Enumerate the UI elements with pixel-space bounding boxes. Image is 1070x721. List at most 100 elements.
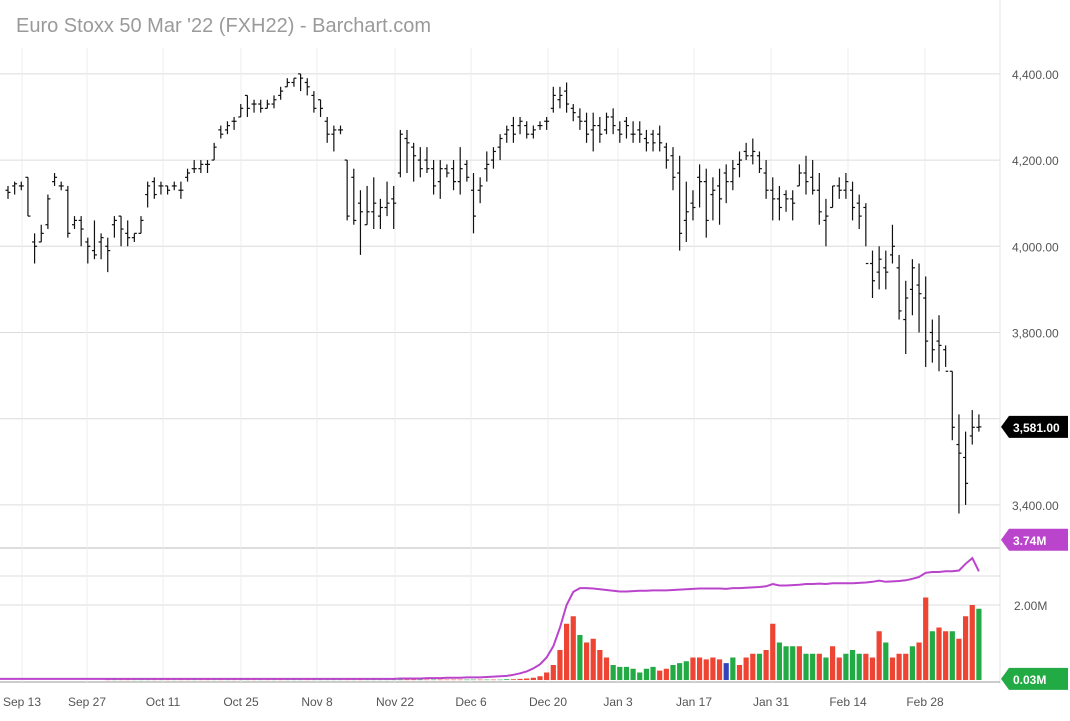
ohlc-bar <box>517 116 523 135</box>
ohlc-bar <box>291 77 297 87</box>
ohlc-bar <box>703 168 709 238</box>
ohlc-bar <box>577 108 583 130</box>
ohlc-bar <box>823 198 829 247</box>
price-tick-label: 3,400.00 <box>1012 499 1059 513</box>
x-tick-label: Jan 17 <box>676 695 712 709</box>
volume-bar <box>444 679 450 681</box>
ohlc-bar <box>318 99 324 117</box>
x-tick-label: Oct 25 <box>223 695 259 709</box>
volume-bar <box>823 657 829 680</box>
ohlc-bar <box>677 155 683 251</box>
ohlc-bar <box>471 173 476 234</box>
ohlc-bar <box>278 86 284 100</box>
ohlc-bar <box>923 276 929 367</box>
ohlc-bar <box>537 121 543 130</box>
volume-bar <box>943 631 949 680</box>
ohlc-bar <box>111 216 117 238</box>
x-tick-label: Feb 14 <box>829 695 867 709</box>
ohlc-bar <box>783 190 789 212</box>
ohlc-bar <box>756 151 762 173</box>
ohlc-bar <box>710 177 716 221</box>
ohlc-bar <box>810 160 816 195</box>
volume-bar <box>856 653 862 680</box>
grid-lines <box>0 0 1001 684</box>
ohlc-bar <box>404 129 410 173</box>
ohlc-bar <box>451 160 457 191</box>
ohlc-bar <box>663 142 669 169</box>
ohlc-bar <box>510 116 516 143</box>
ohlc-bar <box>391 185 397 230</box>
ohlc-bar <box>657 125 663 152</box>
ohlc-bar <box>331 125 337 152</box>
x-tick-label: Feb 28 <box>906 695 944 709</box>
ohlc-bar <box>683 181 689 242</box>
ohlc-bar <box>357 190 363 255</box>
volume-bar <box>610 665 616 680</box>
ohlc-bar <box>830 185 836 209</box>
volume-bar <box>703 659 709 680</box>
ohlc-bar <box>145 181 151 208</box>
volume-bar <box>603 657 610 680</box>
volume-bar <box>963 616 969 680</box>
ohlc-bar <box>304 78 310 96</box>
volume-bar <box>411 679 417 681</box>
ohlc-bar <box>45 194 51 230</box>
volume-bar <box>770 623 776 680</box>
ohlc-bar <box>311 91 317 113</box>
ohlc-bar <box>743 142 749 161</box>
ohlc-bar <box>464 160 470 182</box>
volume-bar <box>544 672 550 680</box>
ohlc-bar <box>244 94 250 117</box>
ohlc-bar <box>776 185 782 221</box>
volume-bar <box>916 642 922 680</box>
x-tick-label: Dec 6 <box>455 695 487 709</box>
ohlc-bar <box>617 121 623 143</box>
ohlc-bar <box>198 160 204 173</box>
volume-bar <box>437 679 443 681</box>
volume-bar <box>849 650 856 680</box>
volume-bar <box>863 653 869 680</box>
volume-bar <box>550 665 556 680</box>
ohlc-bar <box>364 185 370 226</box>
ohlc-bar <box>417 147 423 178</box>
ohlc-bar <box>816 173 822 225</box>
ohlc-bar <box>211 142 217 161</box>
ohlc-bar <box>630 121 636 143</box>
volume-bar <box>976 608 982 680</box>
price-bars <box>5 73 982 514</box>
ohlc-bar <box>91 220 97 260</box>
ohlc-bar <box>165 185 171 195</box>
volume-bar <box>643 668 649 680</box>
volume-bar <box>929 631 935 680</box>
price-tick-label: 4,400.00 <box>1012 68 1059 82</box>
ohlc-bar <box>969 410 975 445</box>
volume-bar <box>397 679 403 681</box>
volume-bar <box>450 679 457 681</box>
axis-labels: 3,400.00 3,800.00 4,000.00 4,200.00 4,400.00… <box>3 68 1059 709</box>
ohlc-bar <box>876 246 882 290</box>
ohlc-bar <box>936 315 942 372</box>
ohlc-bar <box>976 414 982 432</box>
ohlc-bar <box>490 147 496 169</box>
volume-bar <box>570 616 576 680</box>
ohlc-bar <box>377 198 383 230</box>
ohlc-bar <box>444 164 450 178</box>
volume-bar <box>510 679 516 680</box>
last-volume-badge: 0.03M <box>1001 667 1068 690</box>
volume-bar <box>736 665 743 680</box>
volume-bar <box>803 653 809 680</box>
ohlc-bar <box>604 112 609 135</box>
ohlc-bar <box>623 116 629 139</box>
ohlc-bar <box>218 125 224 139</box>
ohlc-bar <box>856 194 862 230</box>
ohlc-bar <box>870 250 875 298</box>
ohlc-bar <box>544 116 550 130</box>
volume-bar <box>690 657 696 680</box>
ohlc-bar <box>590 112 596 152</box>
ohlc-bar <box>737 151 742 178</box>
ohlc-bar <box>949 370 955 441</box>
ohlc-bar <box>371 177 377 230</box>
volume-bar <box>677 663 683 680</box>
last-volume-badge-label: 0.03M <box>1013 673 1046 687</box>
volume-bar <box>936 627 942 680</box>
